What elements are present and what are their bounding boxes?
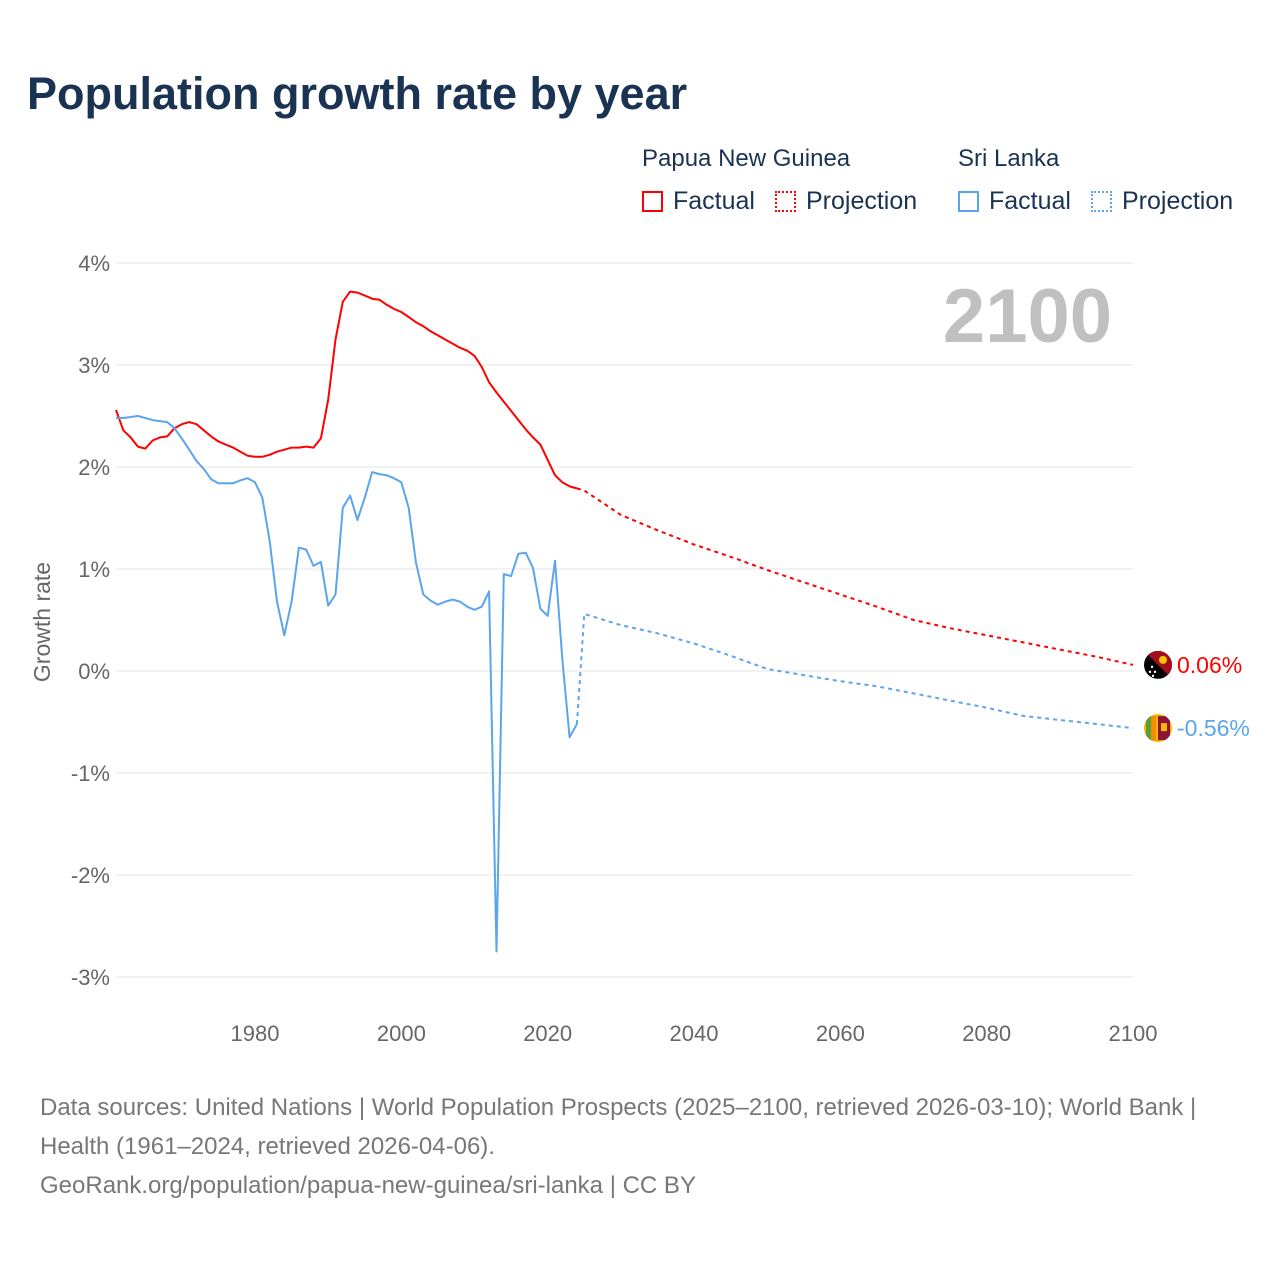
- end-label-sri-lanka: -0.56%: [1177, 715, 1250, 741]
- legend-swatch-png-projection: [774, 191, 796, 212]
- legend-row-sri-lanka: Factual Projection: [958, 187, 1233, 216]
- x-tick-label: 2080: [962, 1021, 1011, 1046]
- y-tick-label: 3%: [78, 353, 110, 378]
- y-tick-label: 0%: [78, 659, 110, 684]
- series-line-png-projection: [576, 487, 1134, 666]
- series-line-sri-lanka-factual: [116, 415, 578, 953]
- data-sources: Data sources: United Nations | World Pop…: [40, 1094, 1197, 1160]
- x-tick-label: 2000: [377, 1021, 426, 1046]
- legend-label-lk-projection[interactable]: Projection: [1121, 187, 1234, 215]
- flag-green-stripe: [1146, 716, 1151, 741]
- y-tick-label: 4%: [78, 251, 110, 276]
- flag-star: [1148, 670, 1152, 674]
- flag-star: [1151, 674, 1155, 678]
- flag-lion: [1161, 723, 1167, 732]
- y-tick-label: -3%: [71, 965, 110, 990]
- legend-label-lk-factual[interactable]: Factual: [989, 187, 1071, 215]
- x-tick-label: 2040: [670, 1021, 719, 1046]
- y-tick-label: -2%: [71, 863, 110, 888]
- legend-row-png: Factual Projection: [642, 187, 917, 216]
- x-tick-label: 2100: [1109, 1021, 1158, 1046]
- x-tick-label: 2020: [523, 1021, 572, 1046]
- legend-group-sri-lanka: Sri Lanka: [958, 145, 1060, 172]
- legend-label-png-factual[interactable]: Factual: [673, 187, 755, 215]
- y-tick-label: 1%: [78, 557, 110, 582]
- flag-star: [1150, 665, 1154, 669]
- series-line-png-factual: [115, 290, 578, 490]
- y-tick-label: 2%: [78, 455, 110, 480]
- x-tick-label: 1980: [231, 1021, 280, 1046]
- series-lines: [115, 290, 1134, 953]
- x-tick-label: 2060: [816, 1021, 865, 1046]
- legend-swatch-lk-factual: [958, 191, 979, 212]
- y-tick-label: -1%: [71, 761, 110, 786]
- end-label-png: 0.06%: [1177, 652, 1242, 678]
- flag-bird: [1159, 655, 1167, 664]
- chart-title: Population growth rate by year: [27, 68, 688, 119]
- flag-orange-stripe: [1151, 716, 1156, 741]
- grid: 4% 3% 2% 1% 0% -1% -2% -3% 1980 2000 2020 2040 2060 2…: [71, 251, 1158, 1046]
- year-watermark: 2100: [943, 274, 1112, 359]
- footer: Data sources: United Nations | World Pop…: [40, 1088, 1240, 1205]
- line-chart: 4% 3% 2% 1% 0% -1% -2% -3% 1980 2000 2020 2040 2060 2…: [29, 251, 1250, 1046]
- credit-link[interactable]: GeoRank.org/population/papua-new-guinea/…: [40, 1172, 696, 1199]
- flag-papua-new-guinea-icon: [1144, 650, 1172, 679]
- legend-group-papua-new-guinea: Papua New Guinea: [642, 145, 851, 172]
- flag-star: [1153, 670, 1157, 674]
- legend-label-png-projection[interactable]: Projection: [805, 187, 918, 215]
- legend-swatch-png-factual: [642, 191, 663, 212]
- y-axis-label: Growth rate: [29, 562, 55, 682]
- legend-swatch-lk-projection: [1090, 191, 1112, 212]
- end-labels: 0.06% -0.56%: [1144, 650, 1250, 743]
- flag-sri-lanka-icon: [1144, 714, 1172, 743]
